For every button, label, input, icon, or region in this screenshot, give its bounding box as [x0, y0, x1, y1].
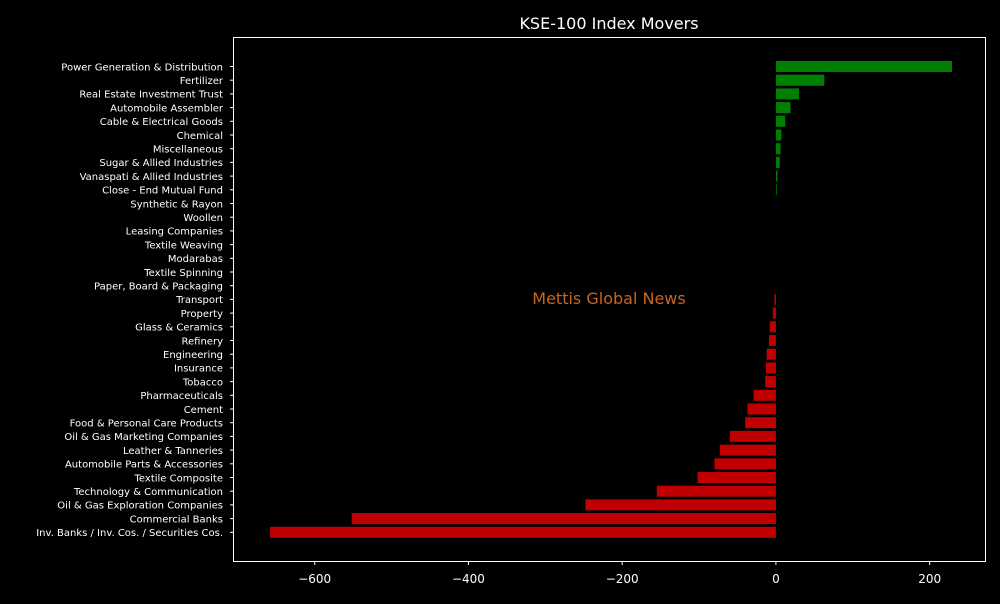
bar-commercial-banks — [351, 513, 776, 525]
y-tick-label-close-end-mutual-fund: Close - End Mutual Fund — [102, 186, 223, 197]
y-tick-label-oil-gas-exploration-companies: Oil & Gas Exploration Companies — [57, 501, 223, 512]
y-tick-label-paper-board-packaging: Paper, Board & Packaging — [94, 282, 223, 293]
y-tick-label-modarabas: Modarabas — [168, 254, 223, 265]
bar-textile-composite — [697, 472, 776, 483]
bar-automobile-assembler — [775, 102, 791, 114]
y-tick-label-textile-composite: Textile Composite — [134, 473, 223, 484]
x-tick-label: 0 — [772, 572, 780, 586]
x-tick-label: 200 — [918, 572, 941, 586]
bar-food-personal-care-products — [745, 417, 776, 429]
y-tick-label-glass-ceramics: Glass & Ceramics — [135, 323, 223, 334]
y-tick-label-woollen: Woollen — [183, 213, 223, 224]
y-tick-label-textile-spinning: Textile Spinning — [143, 268, 223, 279]
y-tick-label-real-estate-investment-trust: Real Estate Investment Trust — [79, 90, 223, 101]
y-tick-label-property: Property — [181, 309, 223, 320]
y-tick-label-commercial-banks: Commercial Banks — [130, 514, 223, 525]
y-tick-label-fertilizer: Fertilizer — [180, 76, 224, 87]
bar-engineering — [766, 348, 776, 360]
y-tick-label-leasing-companies: Leasing Companies — [126, 227, 223, 238]
bar-sugar-allied-industries — [775, 156, 780, 168]
y-tick-label-pharmaceuticals: Pharmaceuticals — [140, 391, 223, 402]
bar-property — [772, 307, 776, 319]
bar-real-estate-investment-trust — [775, 88, 799, 100]
bar-pharmaceuticals — [753, 389, 776, 401]
bar-insurance — [765, 362, 776, 374]
y-tick-label-refinery: Refinery — [182, 336, 224, 347]
chart-title: KSE-100 Index Movers — [519, 14, 698, 33]
y-tick-label-insurance: Insurance — [174, 364, 223, 375]
bar-automobile-parts-accessories — [714, 458, 776, 470]
bar-oil-gas-exploration-companies — [585, 499, 776, 511]
y-tick-label-transport: Transport — [175, 295, 223, 306]
bar-power-generation-distribution — [775, 61, 952, 72]
bar-leather-tanneries — [719, 444, 776, 456]
bar-chemical — [775, 129, 782, 141]
y-tick-label-technology-communication: Technology & Communication — [73, 487, 223, 498]
y-tick-label-food-personal-care-products: Food & Personal Care Products — [70, 419, 223, 430]
y-tick-label-textile-weaving: Textile Weaving — [144, 240, 223, 251]
x-tick-label: −600 — [298, 572, 331, 586]
y-tick-label-sugar-allied-industries: Sugar & Allied Industries — [99, 158, 223, 169]
bar-glass-ceramics — [769, 321, 776, 333]
x-ticks: −600 −400 −200 0 200 — [298, 561, 941, 586]
bar-cable-electrical-goods — [775, 115, 786, 127]
bar-inv-banks-inv-cos-securities-cos — [270, 526, 776, 538]
plot-frame — [233, 37, 986, 562]
bar-fertilizer — [775, 74, 825, 86]
y-tick-label-oil-gas-marketing-companies: Oil & Gas Marketing Companies — [64, 432, 223, 443]
bar-refinery — [769, 335, 776, 346]
y-tick-label-miscellaneous: Miscellaneous — [153, 145, 223, 156]
bar-miscellaneous — [775, 143, 781, 155]
y-tick-label-vanaspati-allied-industries: Vanaspati & Allied Industries — [80, 172, 223, 183]
bar-oil-gas-marketing-companies — [729, 430, 776, 442]
y-tick-label-automobile-parts-accessories: Automobile Parts & Accessories — [65, 460, 223, 471]
bar-cement — [747, 403, 776, 415]
bar-transport — [774, 293, 776, 305]
y-tick-label-automobile-assembler: Automobile Assembler — [110, 103, 224, 114]
bar-tobacco — [765, 376, 776, 388]
y-tick-label-inv-banks-inv-cos-securities-cos: Inv. Banks / Inv. Cos. / Securities Cos. — [36, 528, 223, 539]
y-tick-label-power-generation-distribution: Power Generation & Distribution — [61, 62, 223, 73]
y-tick-labels: Power Generation & Distribution Fertilize… — [36, 62, 234, 539]
y-tick-label-cement: Cement — [184, 405, 223, 416]
bar-close-end-mutual-fund — [775, 184, 777, 196]
y-tick-label-engineering: Engineering — [163, 350, 223, 361]
watermark-text: Mettis Global News — [532, 289, 685, 308]
bar-vanaspati-allied-industries — [775, 170, 778, 182]
y-tick-label-synthetic-rayon: Synthetic & Rayon — [130, 199, 223, 210]
bar-technology-communication — [656, 485, 776, 497]
y-tick-label-tobacco: Tobacco — [182, 377, 223, 388]
y-tick-label-leather-tanneries: Leather & Tanneries — [123, 446, 223, 457]
x-tick-label: −200 — [606, 572, 639, 586]
bars-group — [270, 61, 952, 538]
x-tick-label: −400 — [452, 572, 485, 586]
y-tick-label-cable-electrical-goods: Cable & Electrical Goods — [100, 117, 223, 128]
y-tick-label-chemical: Chemical — [177, 131, 223, 142]
